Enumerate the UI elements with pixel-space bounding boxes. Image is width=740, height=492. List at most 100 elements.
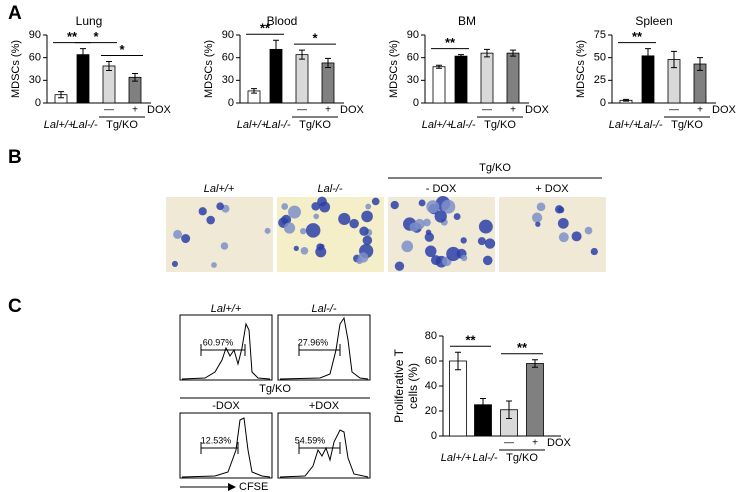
cell [220, 242, 229, 250]
dox-mark: + [532, 438, 538, 449]
cell [173, 229, 183, 239]
group-label: Tg/KO [506, 452, 538, 464]
micrograph-label: + DOX [535, 183, 569, 195]
x-tick-label: Lal+/+ [609, 119, 640, 131]
x-tick-label: Lal-/- [72, 119, 97, 131]
error-bar [325, 57, 331, 68]
gate [200, 344, 341, 454]
cell [536, 202, 546, 212]
dox-label: DOX [147, 104, 172, 116]
y-tick-label: 90 [222, 29, 234, 41]
error-bar [436, 64, 442, 69]
histogram-curve [181, 417, 271, 478]
histogram-frame [179, 314, 371, 479]
cell [571, 231, 582, 242]
x-tick-label: Lal+/+ [422, 119, 453, 131]
y-axis-label: MDSCs (%) [388, 40, 400, 98]
y-tick-label: 0 [431, 430, 437, 442]
y-tick-label: 0 [35, 97, 41, 109]
cell [460, 254, 468, 262]
cell [426, 200, 440, 214]
y-tick-label: 30 [222, 74, 234, 86]
error-bar [58, 91, 64, 99]
histogram-label: -DOX [212, 400, 240, 412]
chart-title: Spleen [635, 14, 672, 28]
y-tick-label: 25 [594, 74, 606, 86]
cell [484, 238, 496, 249]
cell [299, 227, 307, 235]
dox-mark: + [697, 105, 703, 116]
bar [526, 363, 544, 437]
y-tick-label: 0 [228, 97, 234, 109]
group-label: Tg/KO [259, 383, 291, 395]
gate-percent: 12.53% [201, 435, 232, 445]
cell [211, 262, 217, 268]
cell [424, 245, 437, 258]
y-axis-label: Proliferative T [392, 348, 406, 422]
group-label: Tg/KO [671, 119, 703, 131]
y-tick-label: 60 [407, 52, 419, 64]
cell [216, 202, 224, 211]
cell [281, 203, 289, 210]
y-tick-label: 0 [600, 97, 606, 109]
cell [401, 240, 414, 253]
x-tick-label: Lal-/- [450, 119, 475, 131]
group-label: Tg/KO [484, 119, 516, 131]
y-axis-label: MDSCs (%) [203, 40, 215, 98]
group-label: Tg/KO [106, 119, 138, 131]
cell [453, 213, 461, 221]
x-tick-label: Lal+/+ [44, 119, 75, 131]
error-bar [106, 60, 112, 72]
cell [198, 207, 207, 216]
gate-percent: 60.97% [203, 337, 234, 347]
significance-label: ** [67, 29, 78, 44]
cell [418, 199, 426, 207]
dox-label: DOX [712, 104, 737, 116]
bar [454, 55, 468, 104]
micrographs: Tg/KO Lal+/+ Lal-/- - DOX + DOX [166, 162, 606, 272]
histograms: Lal+/+ 60.97% Lal-/- 27.96% -DOX 12.53% +DOX 54… [179, 303, 371, 492]
cell [300, 246, 309, 255]
cell [362, 235, 373, 246]
panel-label: B [8, 147, 22, 168]
bar [321, 62, 335, 104]
y-tick-label: 50 [594, 52, 606, 64]
histogram-label: +DOX [309, 400, 340, 412]
cell [558, 232, 569, 243]
dox-mark: + [132, 105, 138, 116]
x-tick-label: Lal-/- [637, 119, 662, 131]
cell [441, 199, 456, 214]
panel-label: C [8, 296, 22, 317]
x-tick-label: Lal+/+ [237, 119, 268, 131]
significance-label: ** [445, 35, 456, 50]
cell [349, 218, 359, 229]
y-tick-label: 40 [425, 380, 437, 392]
significance-label: * [93, 29, 99, 44]
x-axis-label: CFSE [239, 481, 268, 492]
cell [390, 200, 399, 210]
bar [449, 360, 467, 437]
micrograph-label: Lal+/+ [204, 183, 235, 195]
error-bar [480, 398, 486, 412]
cell [171, 260, 178, 267]
cell [313, 213, 320, 220]
cell [311, 202, 320, 211]
y-tick-label: 30 [29, 74, 41, 86]
y-tick-label: 90 [407, 29, 419, 41]
bar [506, 52, 520, 104]
cell [434, 210, 447, 223]
dox-mark: — [104, 105, 114, 116]
cell [460, 237, 467, 244]
cell [535, 221, 541, 227]
cell [446, 246, 461, 262]
dox-label: DOX [525, 104, 550, 116]
error-bar [510, 49, 516, 57]
histogram-curve [279, 429, 369, 478]
dox-label: DOX [340, 104, 365, 116]
cell [264, 227, 271, 234]
cell [358, 252, 369, 263]
cell [359, 226, 369, 236]
cell [365, 203, 372, 210]
chart-title: Blood [267, 14, 298, 28]
cell [531, 212, 543, 223]
